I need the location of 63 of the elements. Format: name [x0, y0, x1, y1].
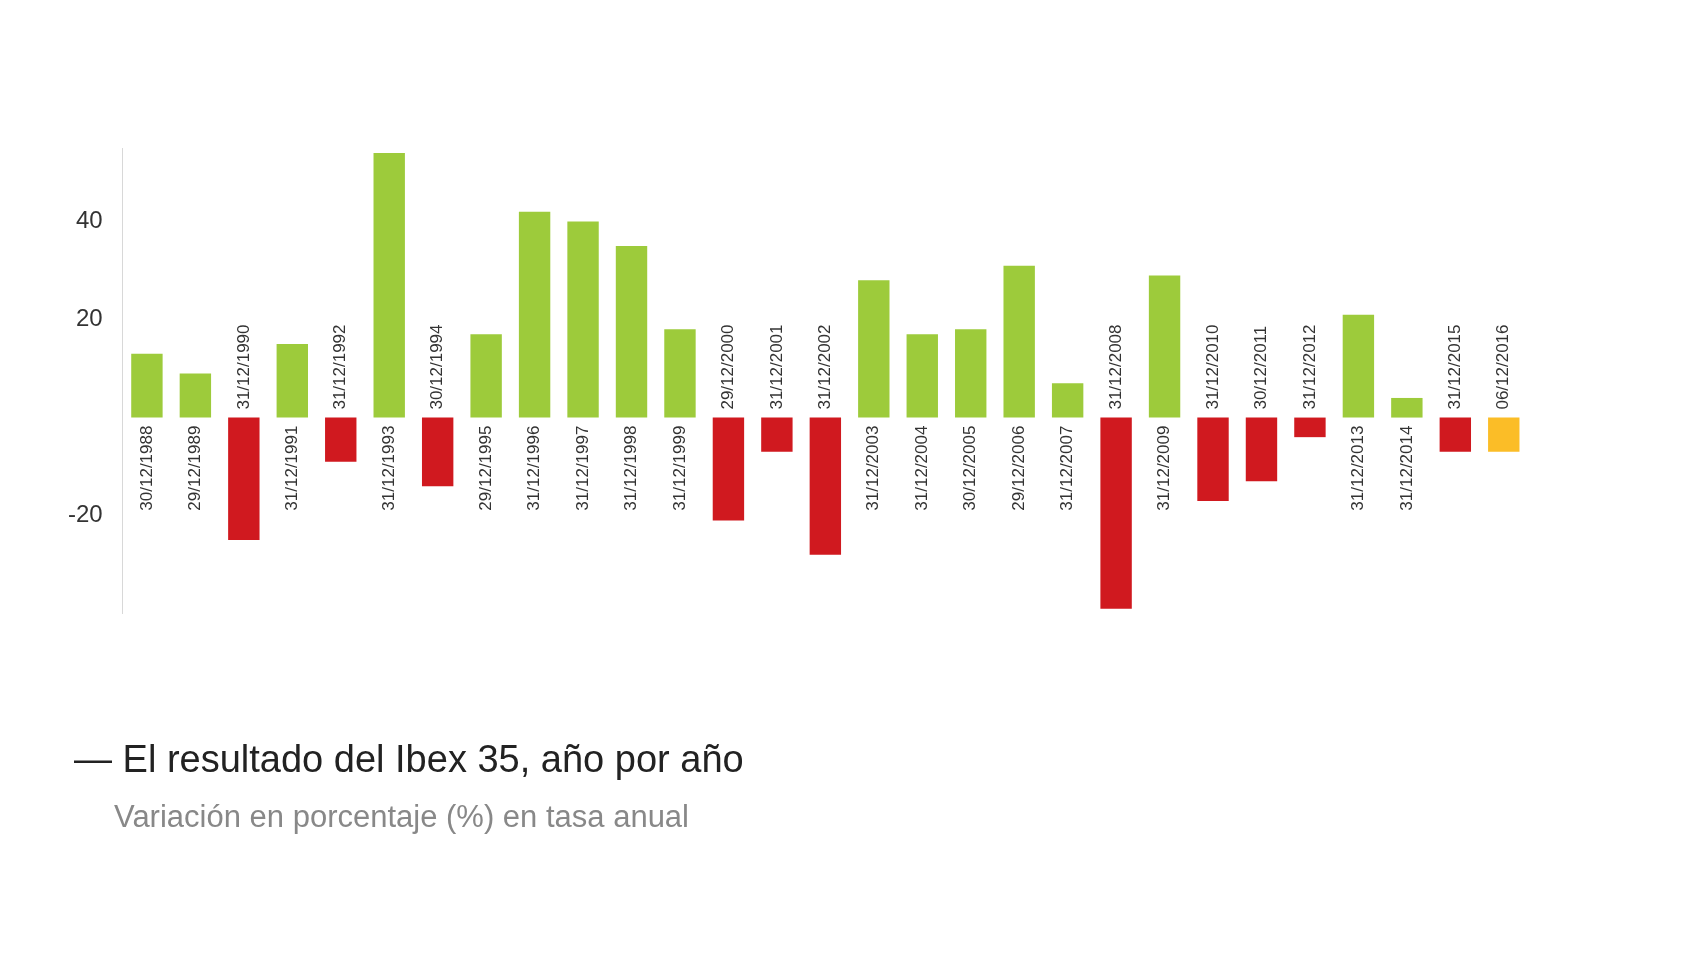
x-tick-label: 31/12/2012 [1299, 324, 1319, 410]
x-tick-label: 31/12/1997 [572, 425, 592, 511]
x-tick-label: 31/12/1991 [281, 425, 301, 511]
text: — El resultado del Ibex 35, año por año [74, 738, 745, 781]
x-tick-label: 30/12/1994 [427, 324, 447, 410]
x-tick-label: 31/12/1999 [669, 425, 689, 511]
x-tick-label: 31/12/2007 [1057, 425, 1077, 511]
bar [1245, 417, 1278, 482]
bar [1488, 417, 1520, 452]
x-tick-label: 30/12/2005 [960, 425, 980, 511]
y-tick-label: 20 [75, 304, 103, 332]
bar [1051, 383, 1084, 418]
x-tick-label: 31/12/2001 [766, 324, 786, 410]
x-tick-label: 31/12/2009 [1154, 425, 1174, 511]
bar [470, 334, 502, 418]
x-tick-label: 29/12/2000 [718, 324, 738, 410]
x-tick-label: 31/12/1990 [233, 324, 253, 410]
x-tick-label: 31/12/1998 [621, 425, 641, 511]
x-tick-label: 31/12/1996 [524, 425, 544, 511]
x-tick-label: 31/12/2008 [1105, 324, 1125, 410]
bar [373, 152, 405, 418]
bar [1342, 314, 1375, 418]
bar [809, 417, 842, 555]
x-tick-label: 29/12/1995 [475, 425, 495, 511]
bar [955, 329, 987, 418]
x-tick-label: 31/12/2010 [1202, 324, 1222, 410]
bar [1439, 417, 1472, 452]
y-tick-label: 40 [75, 206, 103, 234]
text: Variación en porcentaje (%) en tasa anual [114, 799, 690, 835]
x-tick-label: 31/12/1992 [330, 324, 350, 410]
x-tick-label: 31/12/2013 [1348, 425, 1368, 511]
x-tick-label: 31/12/2015 [1445, 324, 1464, 410]
bar [615, 246, 648, 418]
bar [276, 344, 308, 418]
x-tick-label: 31/12/1993 [378, 425, 398, 511]
bar [858, 280, 890, 418]
bar [518, 211, 551, 418]
bar [1003, 265, 1035, 418]
bar [131, 353, 163, 418]
x-tick-label: 31/12/2004 [911, 425, 931, 511]
x-tick-label: 06/12/2016 [1493, 324, 1513, 410]
x-tick-label: 29/12/1989 [185, 425, 205, 511]
bar [1294, 417, 1326, 438]
bar [1391, 397, 1423, 418]
x-tick-label: 30/12/1988 [136, 425, 156, 511]
bar [1100, 417, 1132, 609]
bar [1148, 275, 1181, 418]
x-tick-label: 31/12/2003 [863, 425, 883, 511]
x-tick-label: 30/12/2011 [1251, 325, 1271, 410]
x-tick-label: 29/12/2006 [1008, 425, 1028, 511]
bar [421, 417, 454, 487]
x-tick-label: 31/12/2002 [815, 324, 835, 410]
bar [712, 417, 745, 521]
bar [325, 417, 357, 462]
bar [906, 334, 938, 418]
y-tick-label: -20 [68, 500, 103, 528]
bar [179, 373, 212, 418]
x-tick-label: 31/12/2014 [1396, 425, 1416, 511]
bar [228, 417, 260, 541]
bar [761, 417, 793, 452]
bar [1197, 417, 1229, 501]
bar [664, 329, 696, 418]
bar [567, 221, 599, 418]
